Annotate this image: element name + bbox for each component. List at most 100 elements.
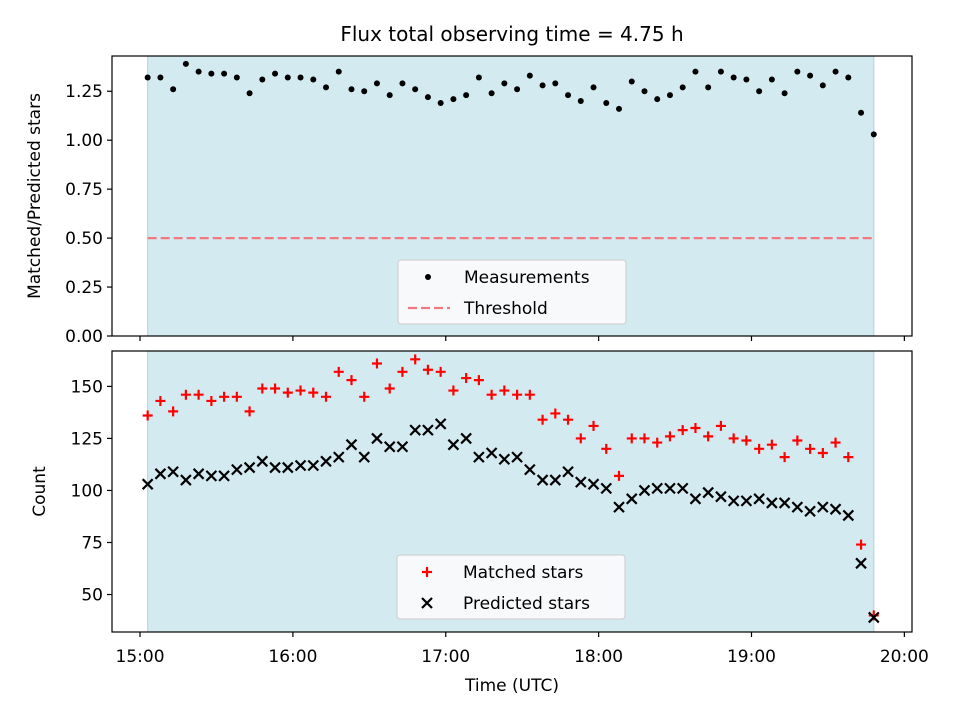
predicted-stars-point	[804, 505, 816, 518]
y-tick-label: 150	[71, 377, 103, 397]
matched-stars-point	[308, 387, 319, 398]
predicted-stars-point	[524, 463, 536, 476]
matched-stars-point	[766, 439, 777, 450]
measurements-point	[641, 88, 648, 95]
measurements-point	[284, 74, 291, 81]
predicted-stars-point	[396, 440, 409, 453]
y-axis-label: Matched/Predicted stars	[25, 93, 45, 299]
measurements-point	[717, 68, 724, 75]
predicted-stars-point	[638, 484, 651, 497]
x-tick-label: 19:00	[727, 647, 776, 667]
predicted-stars-point	[358, 451, 371, 463]
y-tick-label: 0.00	[65, 327, 103, 347]
predicted-stars-point	[613, 501, 625, 513]
predicted-stars-point	[409, 424, 421, 436]
measurements-point	[475, 74, 482, 81]
matched-stars-point	[333, 366, 344, 377]
matched-stars-point	[703, 431, 714, 442]
matched-stars-point	[180, 389, 191, 400]
predicted-stars-point	[154, 468, 167, 480]
predicted-stars-point	[371, 432, 383, 445]
predicted-stars-point	[282, 461, 294, 474]
measurements-point	[259, 76, 266, 83]
predicted-stars-point	[562, 465, 574, 478]
predicted-stars-point	[192, 468, 205, 480]
measurements-point	[768, 76, 775, 83]
matched-stars-point	[295, 385, 306, 396]
predicted-stars-point	[447, 438, 460, 451]
measurements-point	[182, 60, 189, 67]
measurements-point	[361, 88, 368, 95]
matched-stars-point	[384, 383, 395, 394]
measurements-point	[335, 68, 342, 75]
predicted-stars-point	[511, 451, 523, 463]
predicted-stars-point	[689, 493, 702, 505]
measurements-point	[501, 80, 508, 87]
matched-stars-point	[371, 358, 382, 369]
measurements-point	[590, 84, 597, 91]
plot-area	[144, 60, 877, 240]
predicted-stars-point	[664, 482, 676, 495]
measurements-point	[858, 109, 865, 116]
matched-stars-point	[843, 452, 854, 463]
measurements-point	[488, 90, 495, 97]
matched-stars-point	[486, 389, 497, 400]
measurements-point	[195, 68, 202, 75]
measurements-point	[565, 92, 572, 99]
matched-stars-point	[142, 410, 153, 421]
measurements-point	[272, 70, 279, 77]
measurements-point	[144, 74, 151, 81]
matched-stars-point	[754, 443, 765, 454]
y-tick-label: 0.25	[65, 278, 103, 298]
measurements-point	[654, 96, 661, 103]
y-tick-label: 75	[81, 533, 103, 553]
matched-stars-point	[792, 435, 803, 446]
measurements-point	[552, 80, 559, 87]
measurements-point	[819, 82, 826, 89]
matched-stars-point	[397, 366, 408, 377]
measurements-point	[628, 78, 635, 85]
matched-stars-point	[435, 366, 446, 377]
measurements-point	[679, 84, 686, 91]
matched-stars-point	[244, 406, 255, 417]
plot-frame	[111, 55, 913, 337]
predicted-stars-point	[549, 474, 562, 486]
measurements-point	[730, 74, 737, 81]
matched-stars-point	[652, 437, 663, 448]
predicted-stars-point	[167, 465, 179, 478]
measurements-point	[616, 105, 623, 112]
matched-stars-point	[601, 443, 612, 454]
matched-stars-point	[856, 539, 867, 550]
predicted-stars-point	[294, 459, 307, 472]
measurements-point	[399, 80, 406, 87]
predicted-stars-point	[575, 476, 587, 488]
matched-stars-point	[550, 408, 561, 419]
matched-stars-point	[728, 433, 739, 444]
predicted-stars-point	[434, 418, 447, 430]
predicted-stars-point	[422, 424, 434, 436]
predicted-stars-point	[740, 495, 753, 507]
y-tick-label: 125	[71, 429, 103, 449]
y-tick-label: 50	[81, 586, 103, 606]
matched-stars-point	[537, 414, 548, 425]
predicted-stars-point	[778, 497, 791, 509]
matched-stars-point	[677, 425, 688, 436]
predicted-stars-point	[727, 495, 740, 507]
chart-title: Flux total observing time = 4.75 h	[340, 22, 683, 46]
predicted-stars-point	[473, 451, 485, 463]
matched-stars-point	[359, 391, 370, 402]
y-tick-label: 100	[71, 481, 103, 501]
top-panel: 0.00 0.25 0.50 0.75 1.00 1.25 Matched/Predicte…	[25, 55, 913, 347]
measurements-point	[208, 70, 215, 77]
matched-stars-point	[193, 389, 204, 400]
matched-stars-point	[626, 433, 637, 444]
matched-stars-point	[639, 433, 650, 444]
predicted-stars-point	[332, 451, 345, 463]
measurements-point	[666, 92, 673, 99]
x-tick-label: 20:00	[880, 647, 929, 667]
predicted-stars-point	[256, 455, 269, 468]
measurements-point	[170, 86, 177, 93]
y-axis-label: Count	[30, 466, 50, 517]
predicted-stars-point	[842, 509, 855, 522]
y-tick-label: 0.75	[65, 180, 103, 200]
